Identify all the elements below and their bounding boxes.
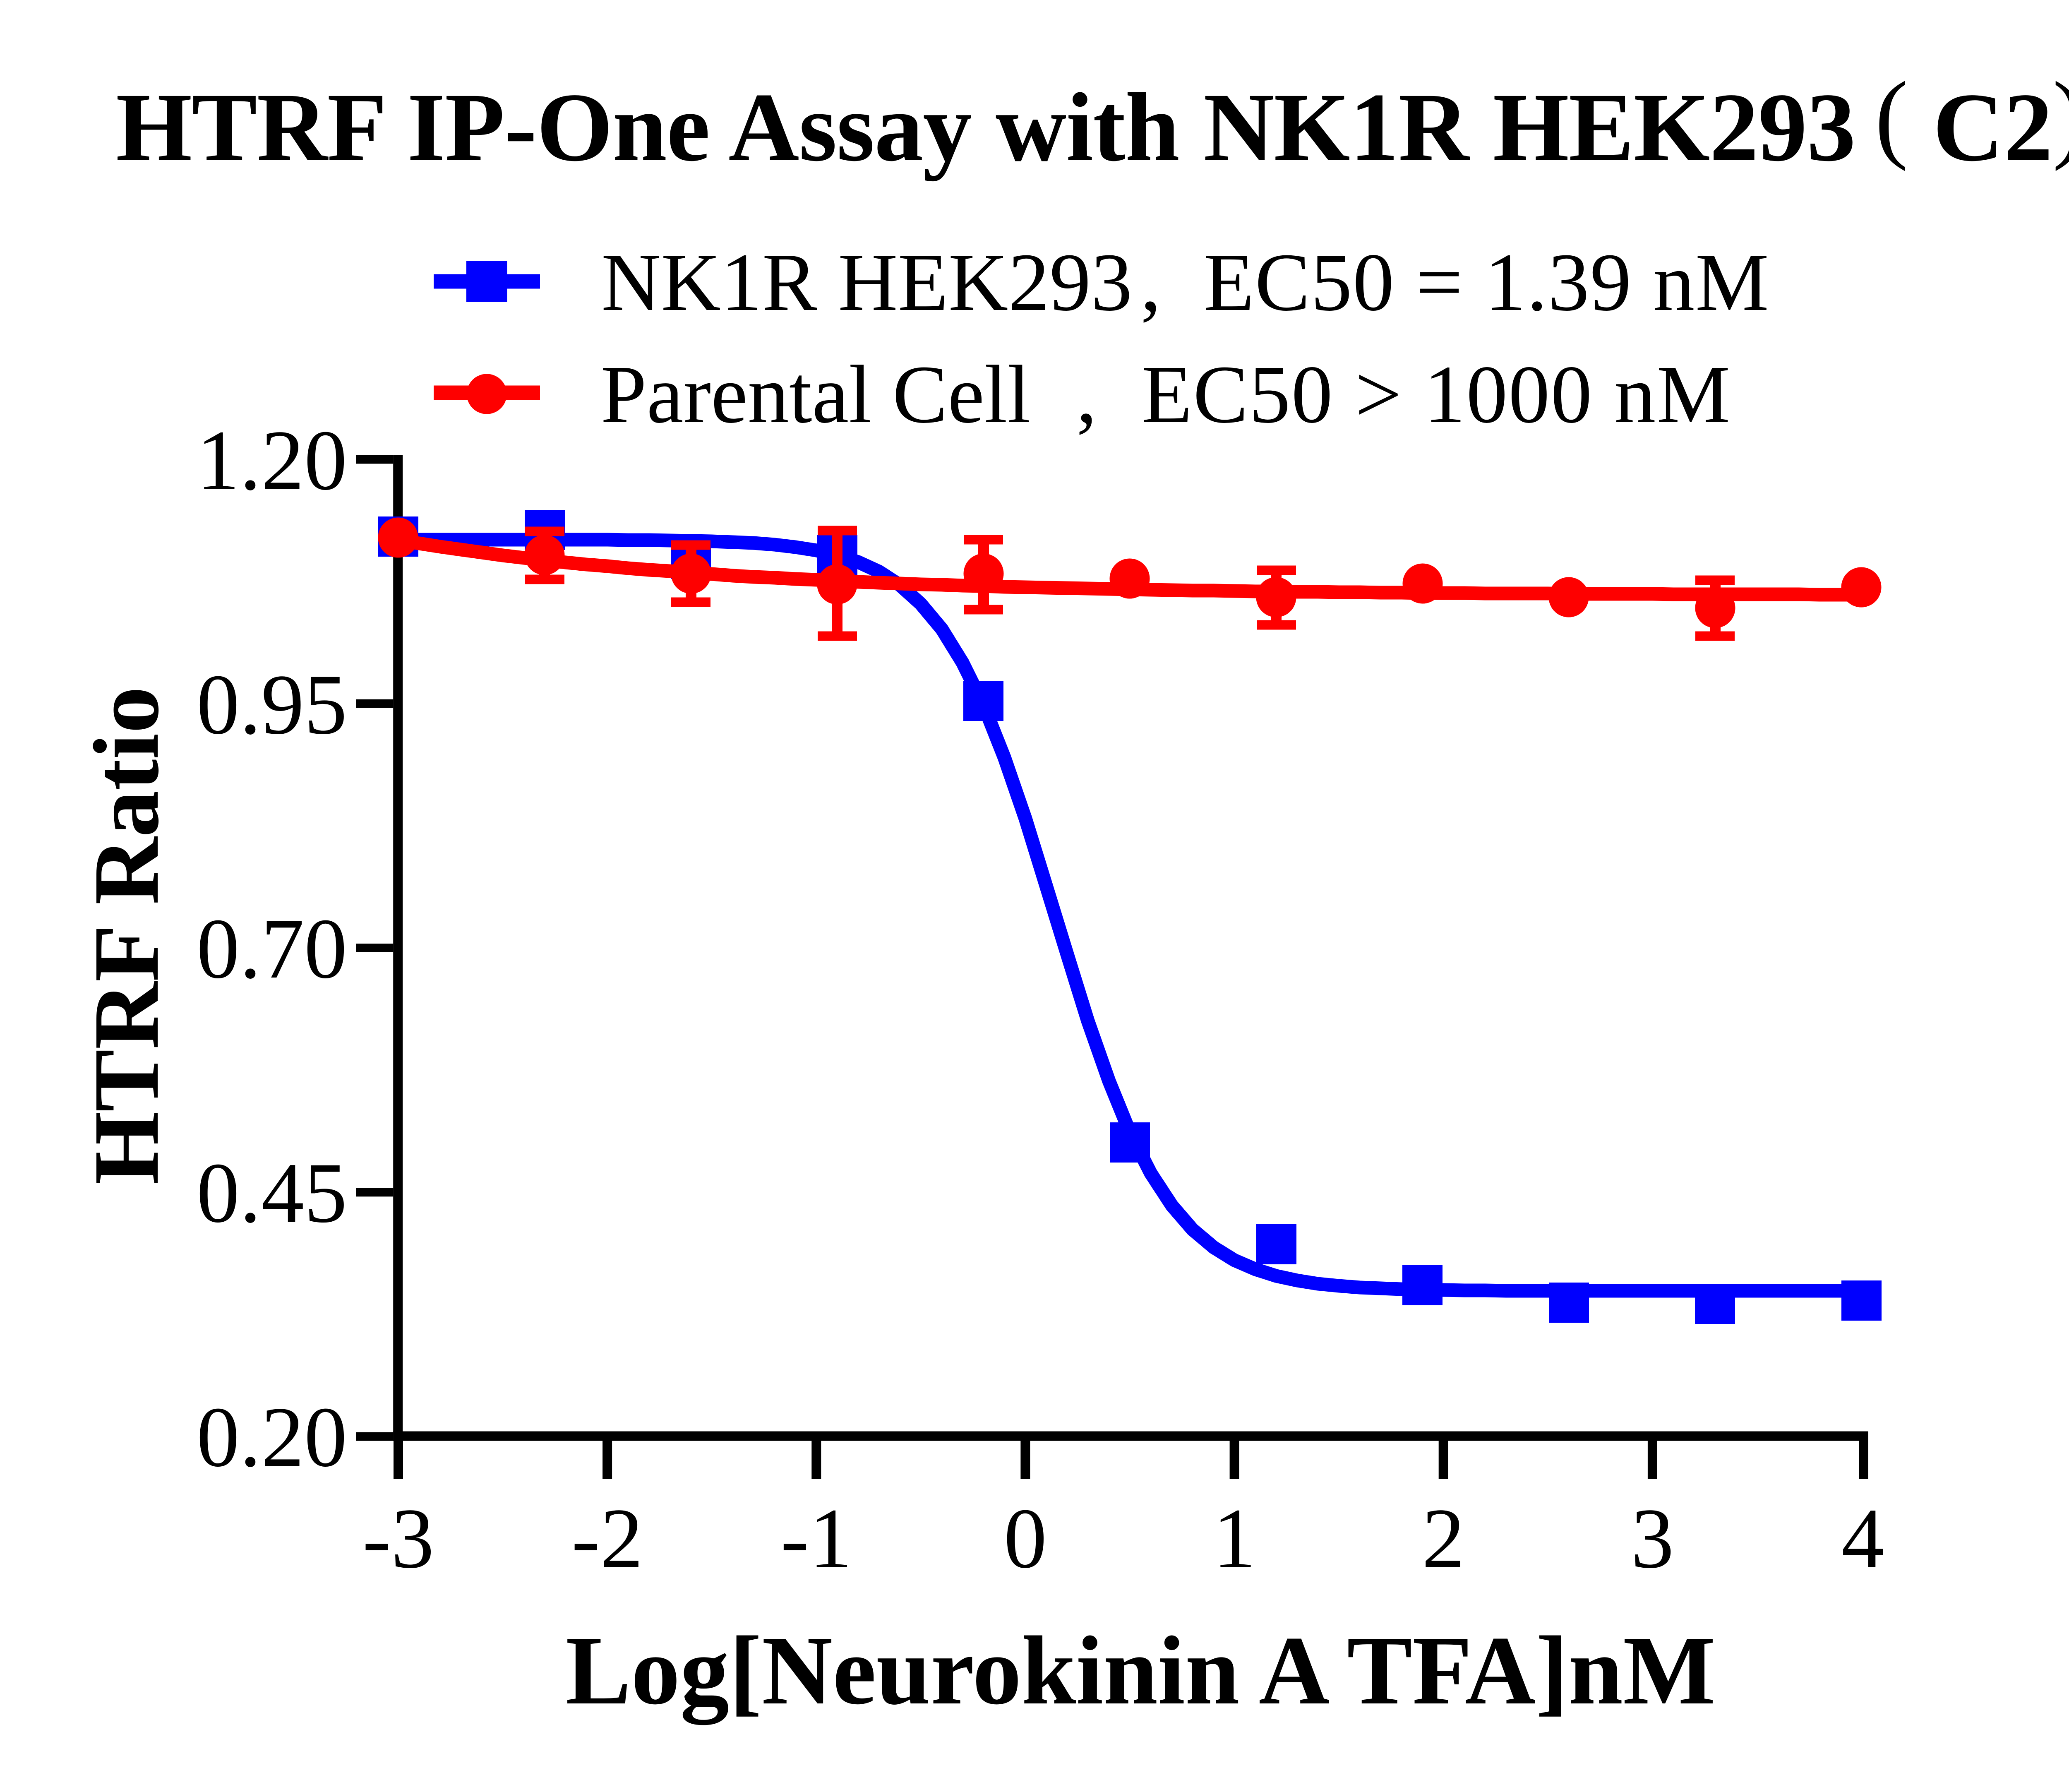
svg-text:0.70: 0.70: [197, 901, 347, 996]
svg-text:0.20: 0.20: [197, 1389, 347, 1485]
svg-text:Parental Cell: Parental Cell: [601, 349, 1031, 440]
svg-text:,: ,: [1076, 349, 1097, 440]
svg-text:2: 2: [1422, 1491, 1465, 1586]
svg-text:,: ,: [1140, 237, 1161, 328]
svg-text:0: 0: [1004, 1491, 1047, 1586]
svg-text:4: 4: [1841, 1491, 1884, 1586]
svg-text:1.20: 1.20: [197, 413, 347, 508]
svg-text:NK1R HEK293: NK1R HEK293: [601, 237, 1132, 328]
svg-text:EC50 > 1000 nM: EC50 > 1000 nM: [1142, 349, 1731, 440]
svg-text:Log[Neurokinin A TFA]nM: Log[Neurokinin A TFA]nM: [566, 1617, 1716, 1725]
svg-text:0.95: 0.95: [197, 657, 347, 752]
svg-text:3: 3: [1631, 1491, 1674, 1586]
svg-text:): ): [2052, 61, 2069, 171]
svg-text:0.45: 0.45: [197, 1145, 347, 1240]
svg-text:EC50 = 1.39 nM: EC50 = 1.39 nM: [1204, 237, 1769, 328]
svg-text:HTRF IP-One Assay with NK1R HE: HTRF IP-One Assay with NK1R HEK293: [116, 73, 1855, 182]
svg-text:-1: -1: [780, 1491, 852, 1586]
svg-text:HTRF Ratio: HTRF Ratio: [74, 687, 178, 1184]
svg-text:-3: -3: [362, 1491, 434, 1586]
svg-text:(: (: [1875, 61, 1908, 171]
svg-text:1: 1: [1213, 1491, 1256, 1586]
svg-text:C2: C2: [1933, 73, 2053, 182]
svg-text:-2: -2: [571, 1491, 643, 1586]
